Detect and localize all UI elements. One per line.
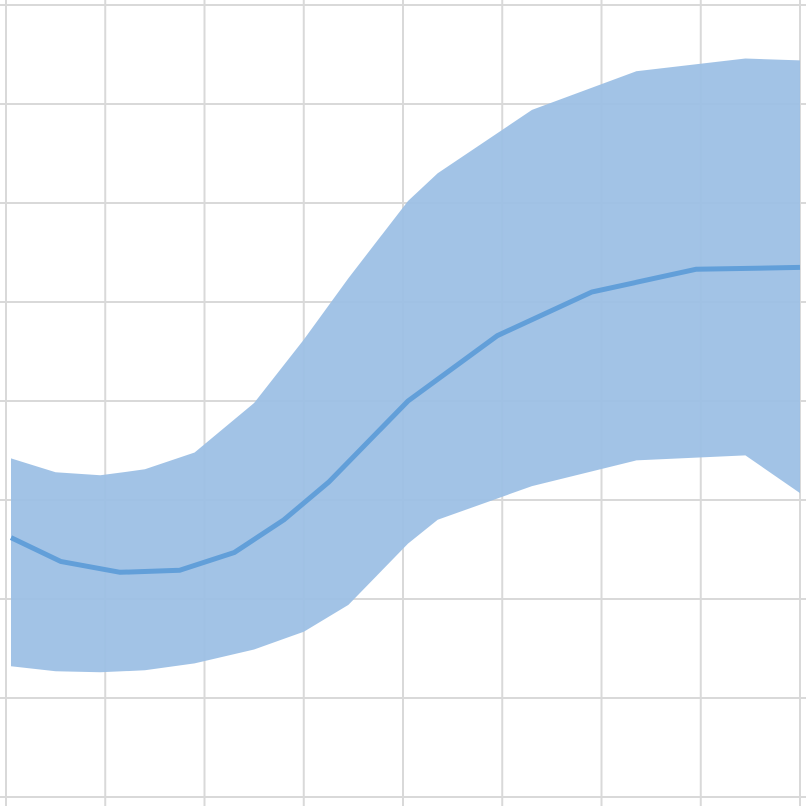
confidence-band-layer (11, 58, 800, 673)
mean-line (9, 264, 801, 575)
mean-line-layer (9, 264, 801, 575)
confidence-band (11, 58, 800, 673)
